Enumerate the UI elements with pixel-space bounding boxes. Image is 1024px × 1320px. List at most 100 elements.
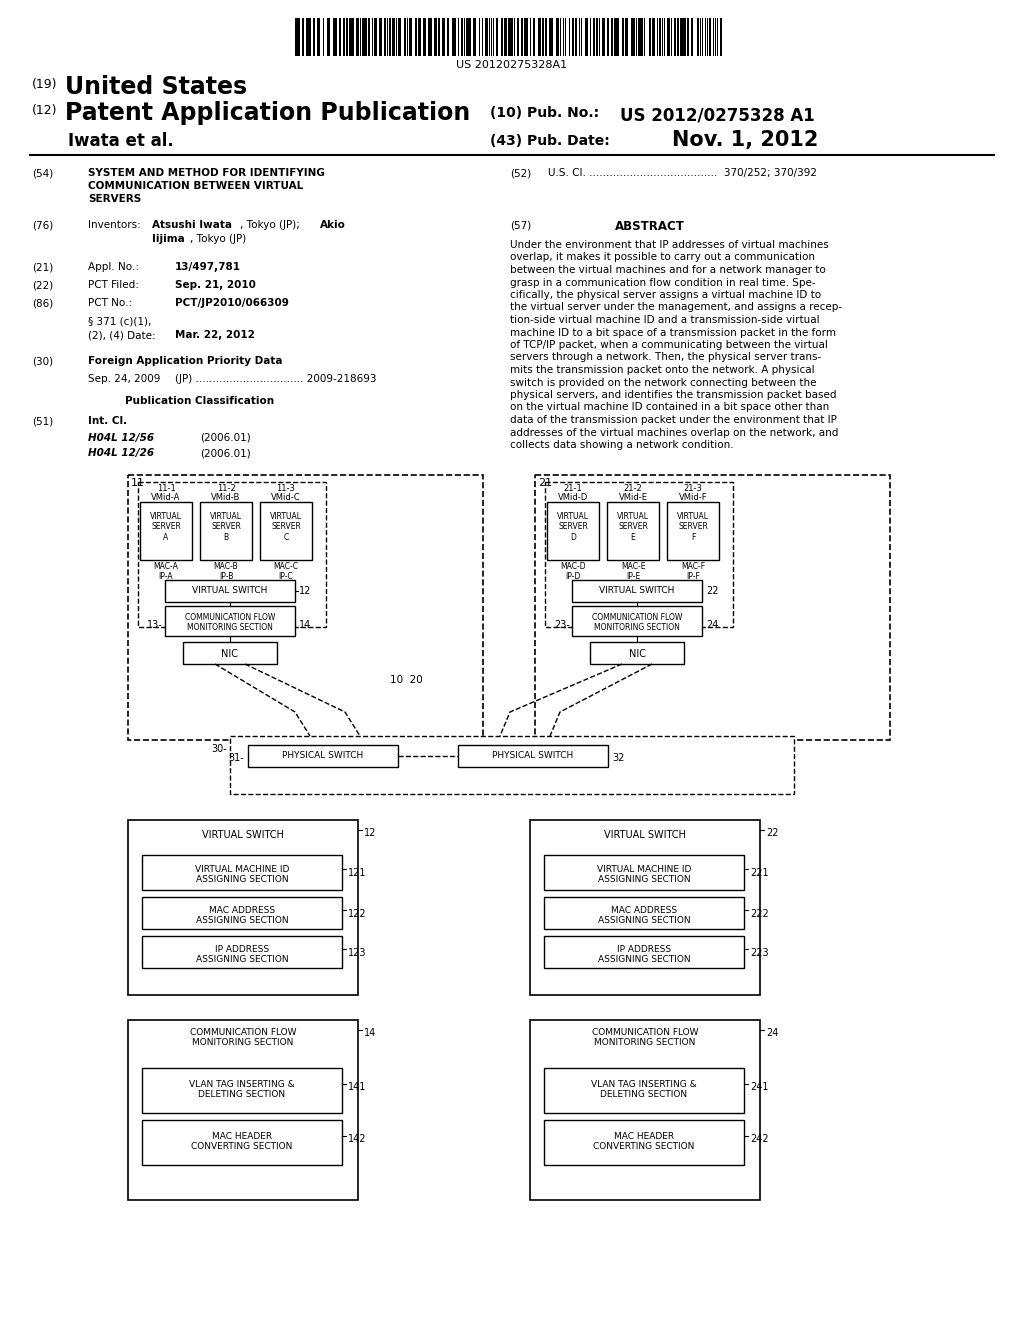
Text: VMid-D: VMid-D — [558, 492, 588, 502]
Text: 24: 24 — [766, 1028, 778, 1038]
Text: MAC-D
IP-D: MAC-D IP-D — [560, 562, 586, 581]
Text: COMMUNICATION FLOW
MONITORING SECTION: COMMUNICATION FLOW MONITORING SECTION — [592, 1028, 698, 1047]
Text: MAC HEADER
CONVERTING SECTION: MAC HEADER CONVERTING SECTION — [593, 1133, 694, 1151]
Text: (2006.01): (2006.01) — [200, 433, 251, 444]
Text: PHYSICAL SWITCH: PHYSICAL SWITCH — [493, 751, 573, 760]
Text: 10  20: 10 20 — [390, 675, 423, 685]
Text: 221: 221 — [750, 869, 769, 878]
Text: 222: 222 — [750, 909, 769, 919]
Bar — [138, 482, 326, 627]
Bar — [384, 18, 386, 55]
Text: MAC-A
IP-A: MAC-A IP-A — [154, 562, 178, 581]
Bar — [667, 502, 719, 560]
Bar — [306, 18, 310, 55]
Text: SERVERS: SERVERS — [88, 194, 141, 205]
Text: Sep. 24, 2009: Sep. 24, 2009 — [88, 374, 161, 384]
Text: VIRTUAL
SERVER
A: VIRTUAL SERVER A — [150, 512, 182, 541]
Text: COMMUNICATION FLOW
MONITORING SECTION: COMMUNICATION FLOW MONITORING SECTION — [184, 612, 275, 632]
Bar — [142, 936, 342, 968]
Text: , Tokyo (JP);: , Tokyo (JP); — [240, 220, 300, 230]
Text: tion-side virtual machine ID and a transmission-side virtual: tion-side virtual machine ID and a trans… — [510, 315, 819, 325]
Text: VIRTUAL SWITCH: VIRTUAL SWITCH — [604, 830, 686, 840]
Bar — [631, 18, 636, 55]
Text: 30-: 30- — [211, 744, 227, 754]
Bar — [461, 18, 463, 55]
Text: of TCP/IP packet, when a communicating between the virtual: of TCP/IP packet, when a communicating b… — [510, 341, 827, 350]
Bar — [339, 18, 341, 55]
Text: Iwata et al.: Iwata et al. — [68, 132, 174, 150]
Text: (21): (21) — [32, 261, 53, 272]
Bar — [562, 18, 564, 55]
Bar — [535, 475, 890, 741]
Bar — [403, 18, 406, 55]
Bar — [128, 475, 483, 741]
Bar — [652, 18, 655, 55]
Bar — [362, 18, 367, 55]
Text: (30): (30) — [32, 356, 53, 366]
Text: (2006.01): (2006.01) — [200, 447, 251, 458]
Text: VMid-E: VMid-E — [618, 492, 647, 502]
Bar — [596, 18, 598, 55]
Text: 21-2: 21-2 — [624, 484, 642, 492]
Text: 14: 14 — [299, 620, 311, 630]
Text: VIRTUAL
SERVER
F: VIRTUAL SERVER F — [677, 512, 709, 541]
Bar — [434, 18, 437, 55]
Text: COMMUNICATION FLOW
MONITORING SECTION: COMMUNICATION FLOW MONITORING SECTION — [592, 612, 682, 632]
Text: 121: 121 — [348, 869, 367, 878]
Bar — [501, 18, 503, 55]
Bar — [671, 18, 673, 55]
Bar — [183, 642, 278, 664]
Bar — [707, 18, 709, 55]
Text: VIRTUAL
SERVER
C: VIRTUAL SERVER C — [270, 512, 302, 541]
Bar — [572, 579, 702, 602]
Text: 31-: 31- — [228, 752, 244, 763]
Text: (86): (86) — [32, 298, 53, 308]
Text: physical servers, and identifies the transmission packet based: physical servers, and identifies the tra… — [510, 389, 837, 400]
Bar — [142, 855, 342, 890]
Text: MAC ADDRESS
ASSIGNING SECTION: MAC ADDRESS ASSIGNING SECTION — [196, 906, 289, 925]
Text: 13/497,781: 13/497,781 — [175, 261, 241, 272]
Text: VMid-F: VMid-F — [679, 492, 708, 502]
Text: NIC: NIC — [629, 649, 645, 659]
Text: Int. Cl.: Int. Cl. — [88, 416, 127, 426]
Bar — [368, 18, 370, 55]
Bar — [544, 1068, 744, 1113]
Bar — [392, 18, 394, 55]
Text: US 2012/0275328 A1: US 2012/0275328 A1 — [620, 106, 815, 124]
Text: overlap, it makes it possible to carry out a communication: overlap, it makes it possible to carry o… — [510, 252, 815, 263]
Bar — [317, 18, 319, 55]
Text: 123: 123 — [348, 948, 367, 958]
Text: 23-: 23- — [554, 620, 570, 630]
Text: collects data showing a network condition.: collects data showing a network conditio… — [510, 440, 733, 450]
Text: 141: 141 — [348, 1082, 367, 1092]
Bar — [602, 18, 605, 55]
Bar — [490, 18, 493, 55]
Bar — [674, 18, 676, 55]
Bar — [710, 18, 711, 55]
Text: 11: 11 — [131, 478, 145, 488]
Bar — [248, 744, 398, 767]
Text: grasp in a communication flow condition in real time. Spe-: grasp in a communication flow condition … — [510, 277, 816, 288]
Text: VLAN TAG INSERTING &
DELETING SECTION: VLAN TAG INSERTING & DELETING SECTION — [591, 1080, 697, 1100]
Text: Iijima: Iijima — [152, 234, 184, 244]
Bar — [328, 18, 330, 55]
Text: VIRTUAL
SERVER
B: VIRTUAL SERVER B — [210, 512, 242, 541]
Bar — [140, 502, 193, 560]
Text: § 371 (c)(1),: § 371 (c)(1), — [88, 315, 152, 326]
Text: Appl. No.:: Appl. No.: — [88, 261, 139, 272]
Bar — [128, 820, 358, 995]
Bar — [691, 18, 692, 55]
Text: VLAN TAG INSERTING &
DELETING SECTION: VLAN TAG INSERTING & DELETING SECTION — [189, 1080, 295, 1100]
Text: Inventors:: Inventors: — [88, 220, 140, 230]
Text: VIRTUAL MACHINE ID
ASSIGNING SECTION: VIRTUAL MACHINE ID ASSIGNING SECTION — [195, 865, 289, 884]
Bar — [538, 18, 540, 55]
Bar — [658, 18, 662, 55]
Bar — [521, 18, 523, 55]
Text: Sep. 21, 2010: Sep. 21, 2010 — [175, 280, 256, 290]
Bar — [677, 18, 679, 55]
Text: 142: 142 — [348, 1134, 367, 1144]
Bar — [295, 18, 300, 55]
Bar — [473, 18, 476, 55]
Text: (51): (51) — [32, 416, 53, 426]
Text: 242: 242 — [750, 1134, 769, 1144]
